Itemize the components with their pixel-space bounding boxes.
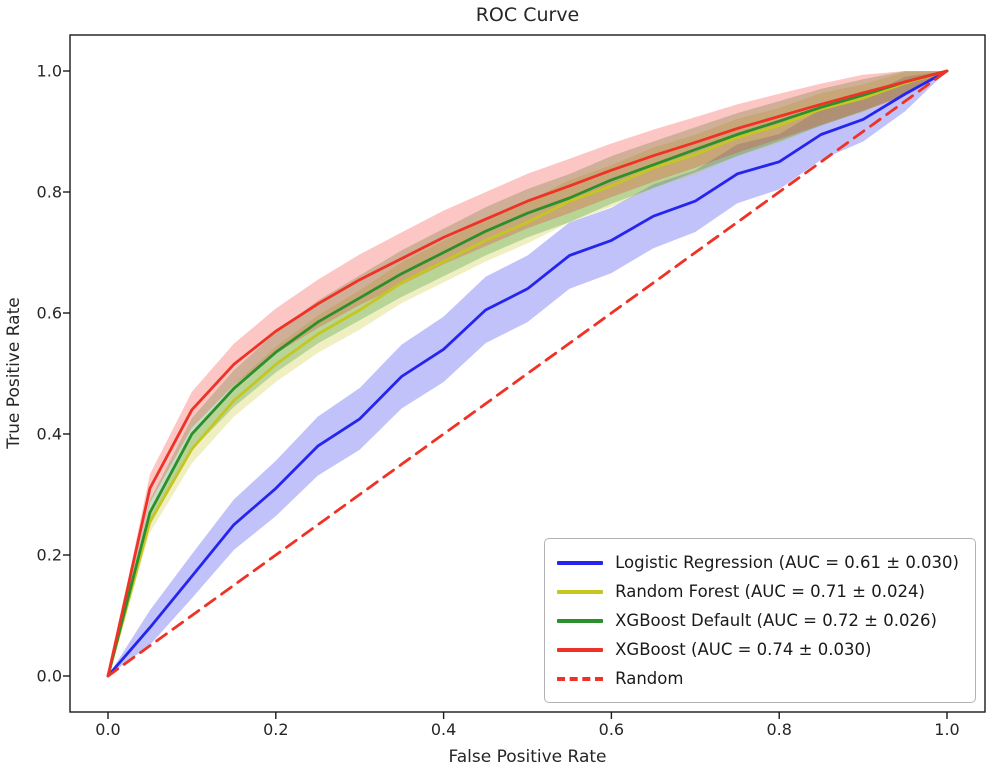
y-tick-label: 0.8 [36, 182, 62, 202]
confidence-band-3 [108, 71, 947, 676]
roc-curve-0 [106, 69, 949, 678]
y-tick-label: 0.0 [36, 666, 62, 686]
x-tick-label: 0.6 [598, 720, 625, 739]
legend-item: XGBoost Default (AUC = 0.72 ± 0.026) [557, 606, 959, 635]
legend-label: XGBoost Default (AUC = 0.72 ± 0.026) [615, 611, 937, 630]
legend-line-icon [557, 560, 604, 565]
x-tick-label: 0.4 [430, 720, 457, 739]
legend-line-icon [557, 618, 604, 623]
y-axis-label: True Positive Rate [4, 297, 24, 449]
confidence-band-1 [108, 71, 947, 676]
legend-label: XGBoost (AUC = 0.74 ± 0.030) [615, 640, 872, 659]
x-tick-label: 1.0 [934, 720, 960, 739]
y-tick-label: 0.4 [36, 424, 62, 444]
x-tick-label: 0.8 [766, 720, 792, 739]
legend-item: Logistic Regression (AUC = 0.61 ± 0.030) [557, 548, 959, 577]
legend-dashed-line-icon [557, 676, 604, 681]
legend-box: Logistic Regression (AUC = 0.61 ± 0.030)… [544, 538, 976, 703]
legend-line-icon [557, 647, 604, 652]
x-axis-label: False Positive Rate [448, 747, 607, 767]
y-tick-label: 0.2 [36, 545, 62, 565]
roc-curve-4 [106, 69, 949, 678]
legend-item: Random [557, 664, 959, 693]
legend-label: Random Forest (AUC = 0.71 ± 0.024) [615, 582, 925, 601]
legend-line-icon [557, 589, 604, 594]
roc-curve-2 [106, 69, 949, 678]
roc-curve-1 [106, 69, 949, 678]
y-tick-label: 1.0 [36, 61, 62, 81]
legend-item: Random Forest (AUC = 0.71 ± 0.024) [557, 577, 959, 606]
legend-item: XGBoost (AUC = 0.74 ± 0.030) [557, 635, 959, 664]
x-tick-label: 0.0 [95, 720, 121, 739]
legend-label: Logistic Regression (AUC = 0.61 ± 0.030) [615, 553, 959, 572]
x-tick-label: 0.2 [263, 720, 289, 739]
y-tick-label: 0.6 [36, 303, 62, 323]
chart-title: ROC Curve [475, 4, 580, 26]
legend-label: Random [615, 669, 684, 688]
roc-curve-3 [106, 69, 949, 678]
confidence-band-2 [108, 71, 947, 676]
